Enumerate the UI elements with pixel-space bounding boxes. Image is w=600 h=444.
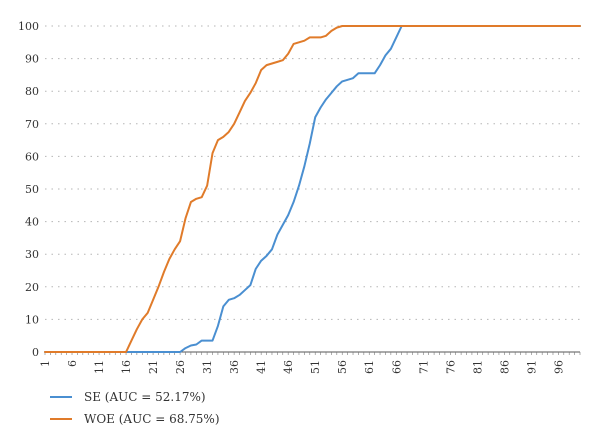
x-tick-label: 81 [471, 360, 484, 374]
x-tick-label: 56 [336, 360, 349, 374]
x-tick-label: 86 [498, 360, 511, 374]
y-tick-label: 100 [18, 20, 39, 33]
y-tick-label: 20 [25, 281, 39, 294]
gridlines [45, 25, 580, 320]
y-tick-label: 90 [25, 53, 39, 66]
series-line-0 [44, 25, 581, 353]
legend-swatch-se [50, 396, 72, 398]
x-tick-label: 21 [147, 360, 160, 374]
x-axis-tick-labels: 1 6 11 16 21 26 31 36 41 46 51 56 61 66 71 76 81 86 91 96 [39, 360, 565, 374]
legend-item-woe: WOE (AUC = 68.75%) [50, 408, 220, 430]
legend-label-woe: WOE (AUC = 68.75%) [84, 412, 220, 426]
series-lines [44, 25, 581, 353]
x-tick-label: 51 [309, 360, 322, 374]
y-axis-tick-labels: 0 10 20 30 40 50 60 70 80 90 100 [18, 20, 39, 359]
x-tick-label: 71 [417, 360, 430, 374]
x-tick-label: 36 [228, 360, 241, 374]
x-tick-label: 1 [39, 360, 52, 367]
y-tick-label: 80 [25, 85, 39, 98]
x-tick-label: 31 [201, 360, 214, 374]
y-tick-label: 70 [25, 118, 39, 131]
series-line-1 [44, 25, 581, 353]
x-tick-label: 16 [120, 360, 133, 374]
y-tick-label: 40 [25, 216, 39, 229]
legend-label-se: SE (AUC = 52.17%) [84, 390, 206, 404]
y-tick-label: 50 [25, 183, 39, 196]
x-tick-label: 6 [66, 360, 79, 367]
y-tick-label: 30 [25, 248, 39, 261]
y-tick-label: 0 [32, 346, 39, 359]
x-tick-label: 76 [444, 360, 457, 374]
legend-item-se: SE (AUC = 52.17%) [50, 386, 220, 408]
x-tick-label: 26 [174, 360, 187, 374]
x-tick-label: 91 [525, 360, 538, 374]
x-tick-label: 96 [552, 360, 565, 374]
x-tick-label: 66 [390, 360, 403, 374]
x-tick-label: 61 [363, 360, 376, 374]
x-tick-label: 46 [282, 360, 295, 374]
y-tick-label: 60 [25, 150, 39, 163]
legend: SE (AUC = 52.17%) WOE (AUC = 68.75%) [50, 386, 220, 430]
legend-swatch-woe [50, 418, 72, 420]
x-tick-label: 41 [255, 360, 268, 374]
x-tick-label: 11 [93, 360, 106, 374]
y-tick-label: 10 [25, 313, 39, 326]
